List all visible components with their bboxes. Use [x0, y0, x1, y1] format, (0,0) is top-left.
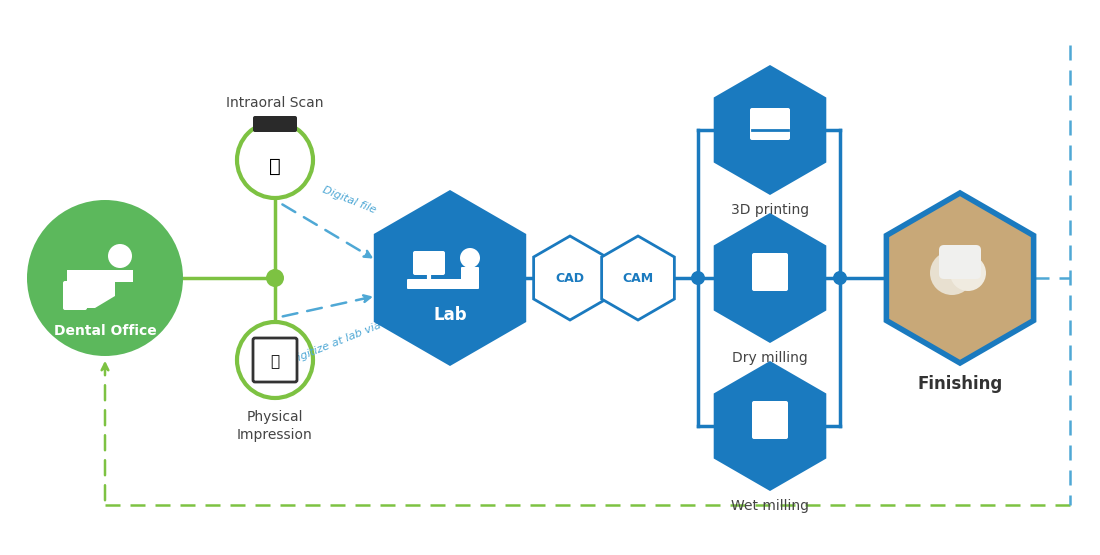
Ellipse shape [266, 269, 284, 287]
Text: 3D printing: 3D printing [730, 203, 810, 217]
Text: Dry milling: Dry milling [733, 351, 807, 365]
Ellipse shape [28, 200, 183, 356]
Text: Intraoral Scan: Intraoral Scan [227, 96, 323, 110]
Text: Wet milling: Wet milling [732, 499, 808, 513]
Ellipse shape [108, 244, 132, 268]
FancyBboxPatch shape [461, 267, 478, 281]
FancyBboxPatch shape [253, 338, 297, 382]
Ellipse shape [691, 271, 705, 285]
FancyBboxPatch shape [939, 245, 981, 279]
FancyBboxPatch shape [407, 279, 478, 289]
Text: Dental Office: Dental Office [54, 324, 156, 338]
Ellipse shape [236, 122, 314, 198]
Polygon shape [67, 270, 133, 308]
Polygon shape [374, 190, 526, 366]
FancyBboxPatch shape [752, 253, 788, 291]
Text: 🦷: 🦷 [270, 157, 280, 175]
Polygon shape [602, 236, 674, 320]
Polygon shape [714, 361, 826, 491]
FancyBboxPatch shape [412, 251, 446, 275]
Text: Lab: Lab [433, 306, 466, 324]
Ellipse shape [833, 271, 847, 285]
Ellipse shape [236, 322, 314, 398]
Ellipse shape [460, 248, 480, 268]
Polygon shape [534, 236, 606, 320]
Polygon shape [714, 65, 826, 195]
Text: Digital file: Digital file [321, 185, 377, 215]
Text: Physical
Impression: Physical Impression [238, 410, 312, 442]
Text: Digitize at lab via scan: Digitize at lab via scan [288, 310, 410, 366]
Text: 🦷: 🦷 [271, 355, 279, 370]
Ellipse shape [950, 255, 986, 291]
FancyBboxPatch shape [253, 116, 297, 132]
FancyBboxPatch shape [63, 281, 87, 310]
Polygon shape [714, 213, 826, 343]
FancyBboxPatch shape [752, 401, 788, 439]
Ellipse shape [930, 251, 974, 295]
Polygon shape [887, 193, 1034, 363]
FancyBboxPatch shape [750, 108, 790, 140]
Text: CAD: CAD [556, 271, 584, 285]
Text: CAM: CAM [623, 271, 653, 285]
Text: Finishing: Finishing [917, 375, 1002, 393]
